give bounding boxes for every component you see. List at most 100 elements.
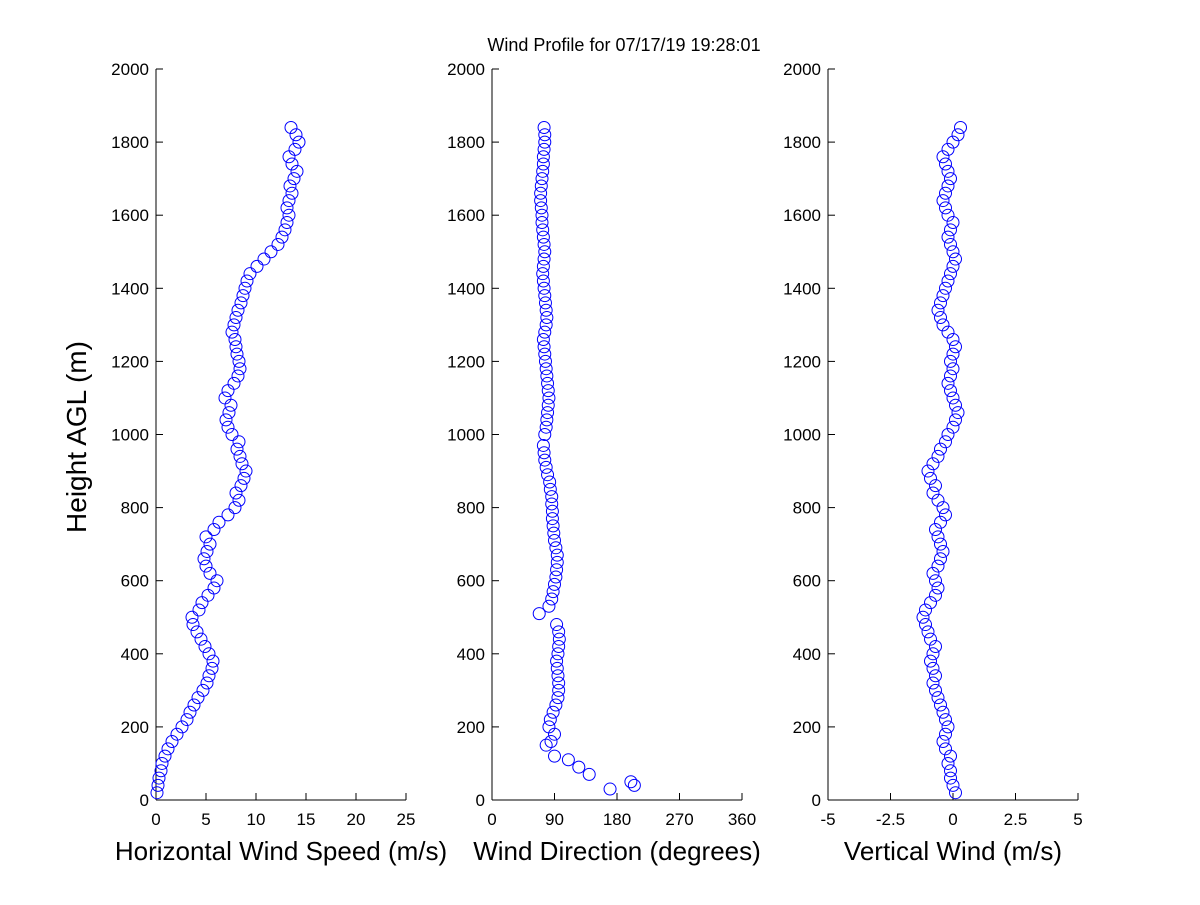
data-point-speed	[285, 186, 299, 200]
data-point-vertical	[949, 252, 962, 266]
y-tick-label-direction: 400	[457, 645, 485, 664]
data-point-vertical	[944, 749, 957, 763]
data-point-speed	[203, 537, 217, 551]
data-point-direction	[545, 512, 559, 526]
y-tick-label-vertical: 1600	[783, 206, 821, 225]
data-point-vertical	[926, 566, 940, 580]
data-point-speed	[170, 727, 184, 741]
data-point-direction	[534, 194, 548, 208]
data-point-direction	[552, 676, 566, 690]
y-tick-label-speed: 200	[121, 718, 149, 737]
data-point-direction	[539, 738, 553, 752]
data-point-speed	[202, 669, 216, 683]
data-point-direction	[537, 446, 551, 460]
y-tick-label-speed: 1800	[111, 133, 149, 152]
data-point-direction	[551, 669, 565, 683]
data-point-speed	[187, 698, 201, 712]
data-point-direction	[544, 735, 558, 749]
data-point-direction	[541, 376, 555, 390]
data-point-speed	[199, 530, 213, 544]
data-point-vertical	[936, 705, 950, 719]
y-tick-label-vertical: 800	[793, 499, 821, 518]
data-point-direction	[541, 398, 555, 412]
data-point-vertical	[941, 164, 955, 178]
y-tick-label-direction: 1200	[447, 352, 485, 371]
data-point-vertical	[949, 340, 962, 354]
data-point-speed	[230, 347, 244, 361]
data-point-direction	[545, 504, 559, 518]
data-point-speed	[231, 303, 245, 317]
data-point-speed	[264, 245, 278, 259]
data-point-speed	[152, 771, 166, 785]
y-tick-label-speed: 2000	[111, 60, 149, 79]
data-point-speed	[183, 705, 197, 719]
data-point-vertical	[941, 230, 955, 244]
data-point-speed	[234, 296, 248, 310]
data-point-vertical	[939, 186, 952, 200]
data-point-vertical	[944, 384, 957, 398]
y-tick-label-vertical: 1800	[783, 133, 821, 152]
data-point-vertical	[949, 786, 962, 800]
data-point-direction	[624, 775, 638, 789]
y-tick-label-vertical: 600	[793, 572, 821, 591]
data-point-speed	[233, 362, 247, 376]
data-point-direction	[538, 325, 552, 339]
data-point-speed	[205, 661, 219, 675]
x-axis-label-vertical: Vertical Wind (m/s)	[844, 836, 1062, 866]
y-tick-label-direction: 0	[476, 791, 485, 810]
data-point-direction	[536, 230, 550, 244]
data-point-vertical	[929, 683, 942, 697]
data-point-vertical	[941, 274, 955, 288]
y-tick-label-vertical: 1400	[783, 279, 821, 298]
data-point-vertical	[946, 216, 960, 230]
data-point-vertical	[934, 311, 947, 325]
data-point-speed	[222, 406, 236, 420]
data-point-speed	[207, 581, 221, 595]
data-point-speed	[287, 172, 301, 186]
y-tick-label-direction: 800	[457, 499, 485, 518]
y-tick-label-vertical: 200	[793, 718, 821, 737]
data-point-vertical	[944, 354, 957, 368]
data-point-direction	[536, 259, 550, 273]
data-point-vertical	[929, 588, 942, 602]
data-point-direction	[542, 720, 556, 734]
x-tick-label-speed: 20	[347, 810, 366, 829]
data-point-direction	[542, 599, 556, 613]
data-point-direction	[548, 577, 561, 591]
data-point-vertical	[944, 771, 957, 785]
data-point-direction	[545, 497, 559, 511]
data-point-direction	[536, 332, 550, 346]
data-point-vertical	[931, 449, 945, 463]
data-point-speed	[225, 325, 239, 339]
data-point-speed	[243, 267, 257, 281]
data-point-direction	[552, 625, 566, 639]
data-point-direction	[535, 216, 549, 230]
data-point-speed	[239, 464, 253, 478]
data-point-speed	[282, 194, 296, 208]
data-point-vertical	[939, 157, 952, 171]
data-point-vertical	[919, 603, 932, 617]
data-point-direction	[561, 753, 575, 767]
data-point-direction	[539, 460, 553, 474]
data-point-direction	[548, 533, 561, 547]
data-point-vertical	[946, 135, 960, 149]
x-tick-label-vertical: 0	[948, 810, 957, 829]
x-tick-label-direction: 0	[487, 810, 496, 829]
data-point-vertical	[946, 391, 960, 405]
data-point-direction	[541, 384, 555, 398]
data-point-direction	[550, 618, 564, 632]
data-point-vertical	[941, 720, 955, 734]
data-point-speed	[278, 223, 292, 237]
data-point-vertical	[941, 756, 955, 770]
data-point-direction	[550, 548, 564, 562]
data-point-vertical	[916, 610, 930, 624]
data-point-direction	[534, 201, 548, 215]
data-point-vertical	[949, 398, 962, 412]
data-point-vertical	[944, 267, 957, 281]
data-point-vertical	[939, 727, 952, 741]
data-point-speed	[271, 237, 285, 251]
data-point-speed	[282, 208, 296, 222]
data-point-direction	[549, 541, 563, 555]
